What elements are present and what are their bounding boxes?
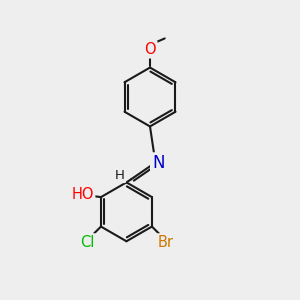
Text: HO: HO <box>71 187 94 202</box>
Text: N: N <box>152 154 164 172</box>
Text: Br: Br <box>158 235 174 250</box>
Text: H: H <box>115 169 124 182</box>
Text: O: O <box>144 42 156 57</box>
Text: Cl: Cl <box>80 235 94 250</box>
